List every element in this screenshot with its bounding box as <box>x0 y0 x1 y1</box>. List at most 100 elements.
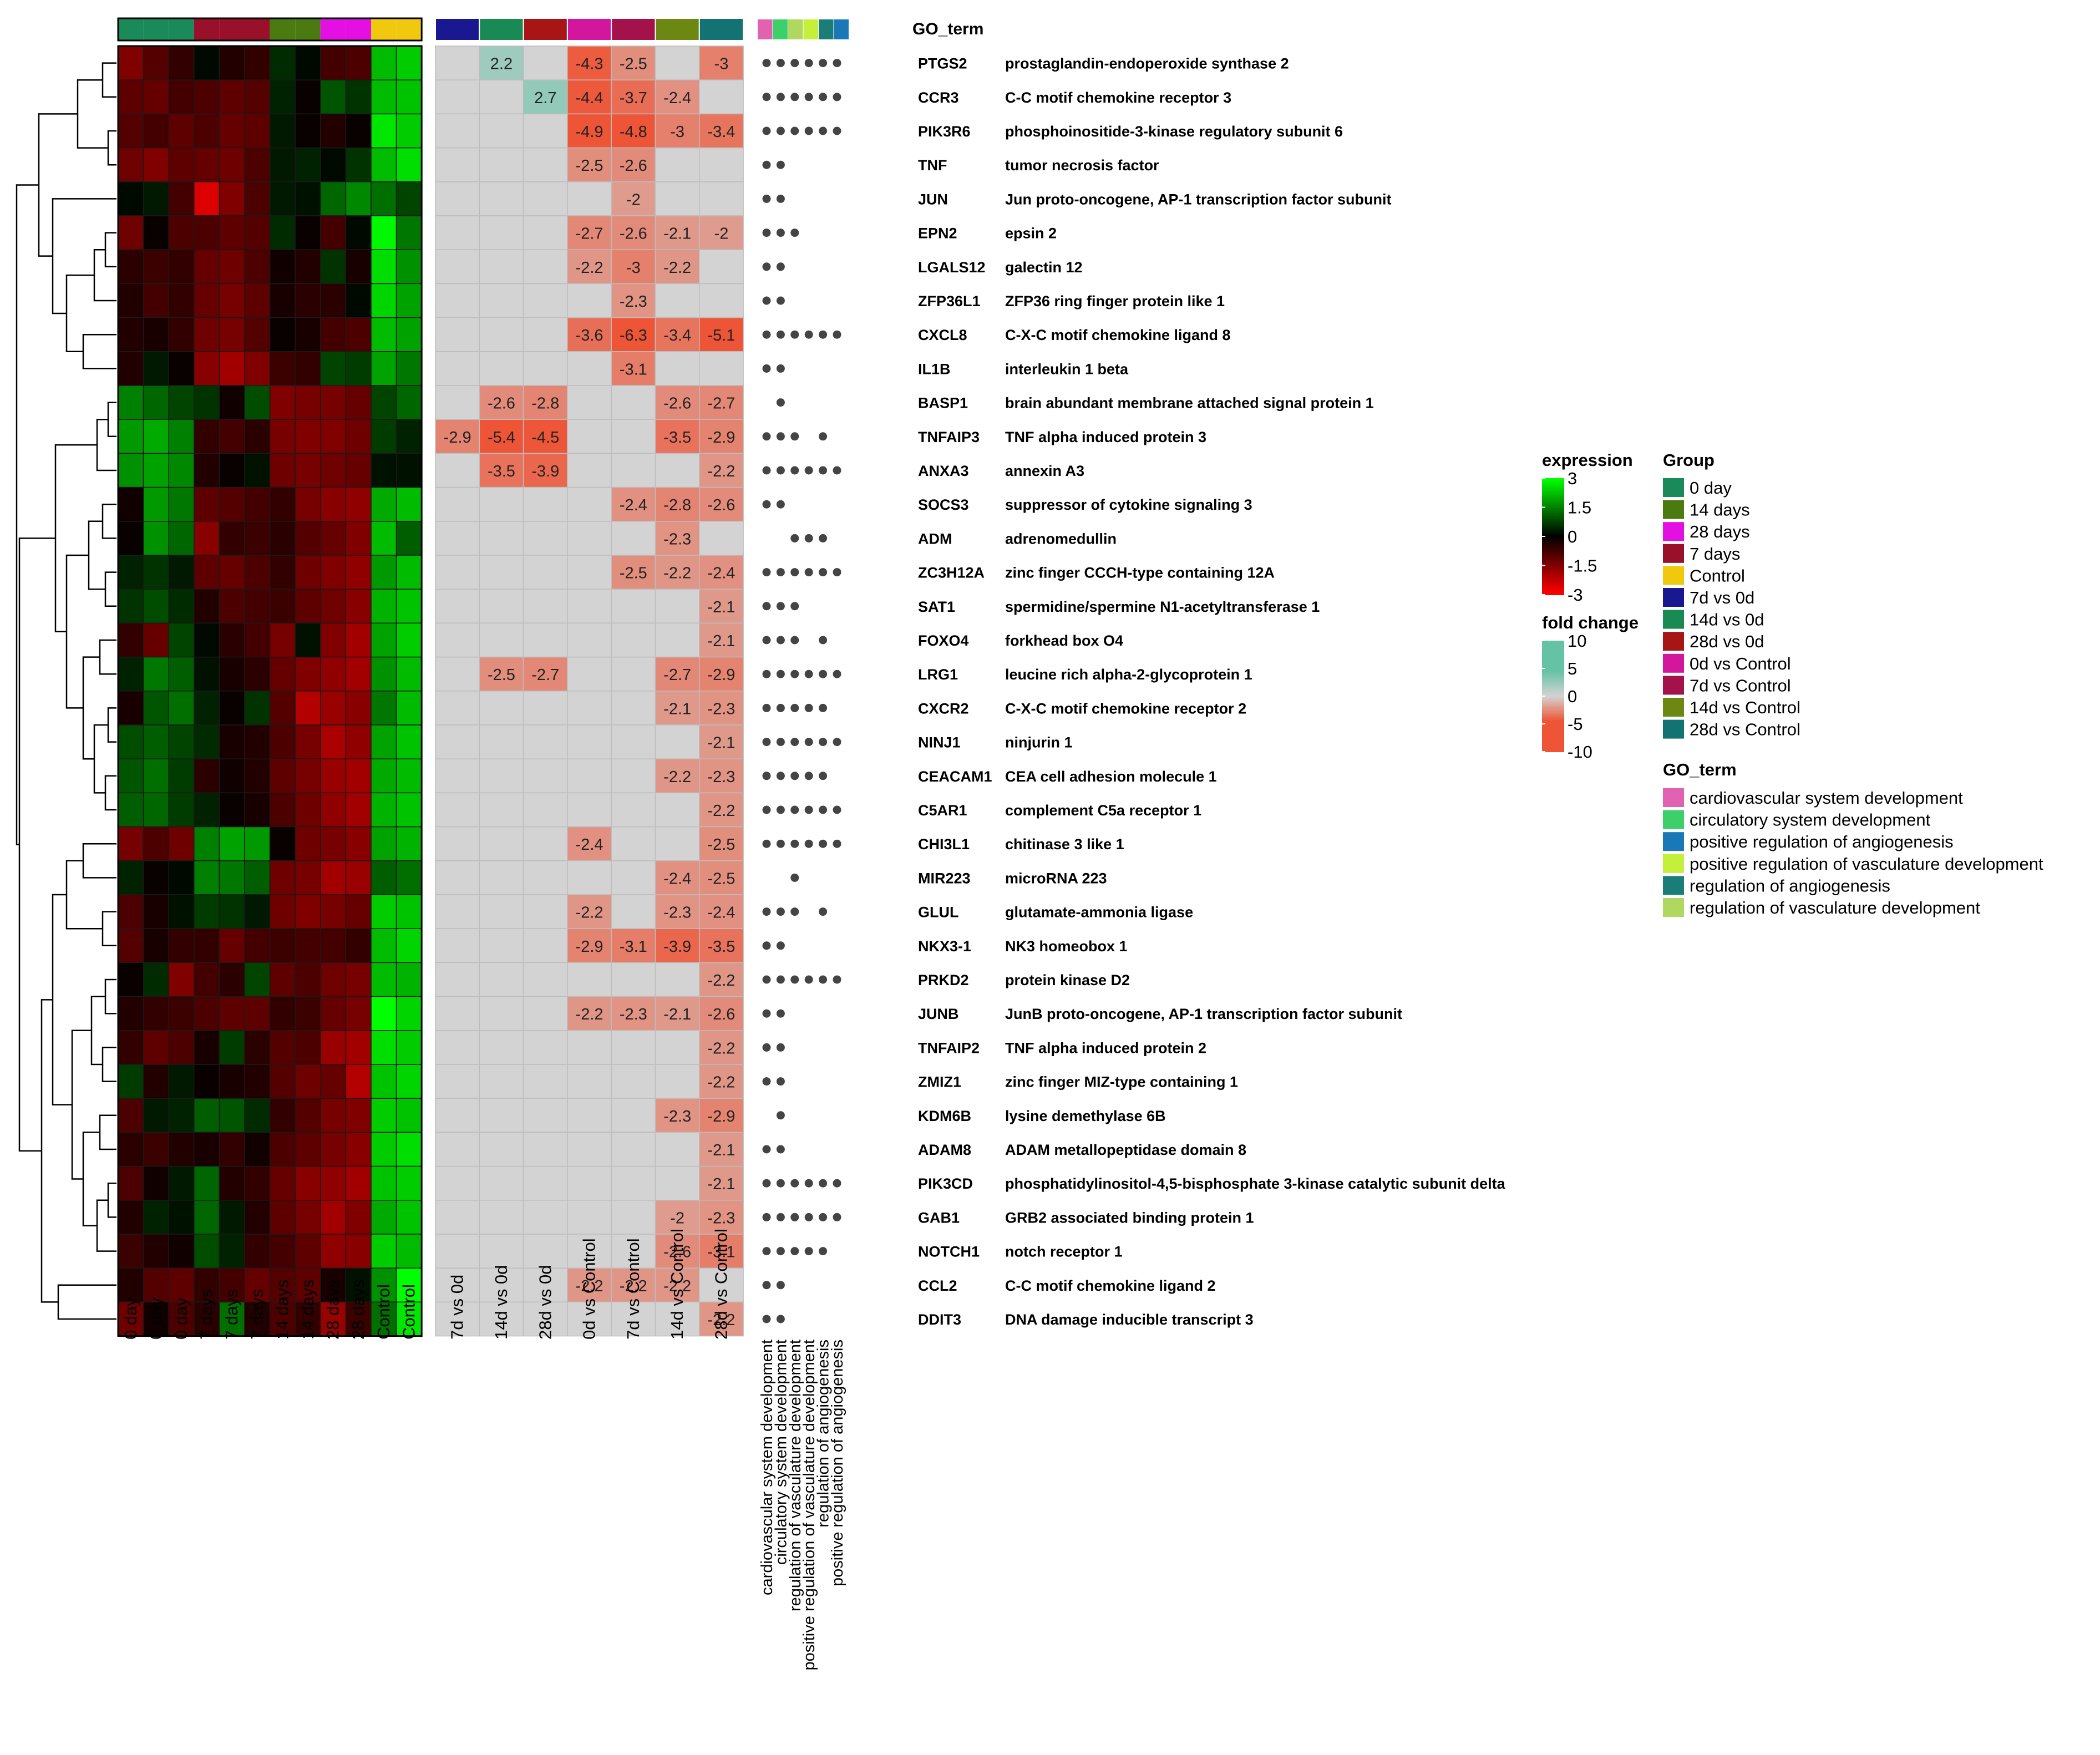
expression-legend-swatch <box>1542 498 1564 500</box>
expression-cell <box>194 656 220 692</box>
fold-change-cell <box>655 724 700 759</box>
gene-name: epsin 2 <box>1005 225 1057 242</box>
go-membership-dots <box>762 59 841 1323</box>
expression-cell <box>345 1030 372 1065</box>
expression-cell <box>295 656 321 692</box>
go-membership-dot <box>804 772 813 780</box>
go-membership-dot <box>776 738 785 747</box>
go-legend-swatch <box>1663 810 1684 829</box>
expression-cell <box>244 317 271 352</box>
go-membership-dot <box>776 330 785 339</box>
fold-change-legend-swatch <box>1542 641 1564 643</box>
gene-name: leucine rich alpha-2-glycoprotein 1 <box>1005 666 1252 683</box>
expression-legend-swatch <box>1542 503 1564 506</box>
expression-cell <box>395 1165 422 1201</box>
fold-change-cell <box>523 691 568 726</box>
go-membership-dot <box>804 738 813 747</box>
expression-cell <box>320 453 347 488</box>
comparison-label: 28d vs Control <box>711 1229 731 1340</box>
fold-change-legend-swatch <box>1542 714 1564 717</box>
expression-legend-swatch <box>1542 491 1564 494</box>
comparison-label: 7d vs 0d <box>448 1275 467 1340</box>
expression-cell <box>269 419 296 454</box>
fold-change-cell <box>479 521 524 556</box>
gene-symbol: FOXO4 <box>918 632 969 649</box>
gene-name: complement C5a receptor 1 <box>1005 802 1201 819</box>
expression-cell <box>143 521 169 556</box>
expression-cell <box>118 147 144 182</box>
fold-change-value: -2.6 <box>620 157 647 175</box>
expression-cell <box>219 113 245 149</box>
fold-change-cell <box>567 453 612 488</box>
expression-legend-swatch <box>1542 509 1564 512</box>
expression-cell <box>168 283 195 318</box>
go-membership-dot <box>776 1213 785 1221</box>
gene-symbol: LGALS12 <box>918 259 986 276</box>
fold-change-legend-swatch <box>1542 724 1564 727</box>
fold-change-cell <box>611 758 656 794</box>
go-membership-dot <box>790 636 799 645</box>
fold-change-cell <box>611 928 656 963</box>
expression-cell <box>269 622 296 658</box>
go-membership-dot <box>762 1009 771 1018</box>
fold-change-legend-swatch <box>1542 720 1564 723</box>
fold-change-legend-swatch <box>1542 691 1564 693</box>
fold-change-cell <box>699 555 744 590</box>
fold-change-legend-swatch <box>1542 709 1564 712</box>
expression-cell <box>194 45 220 80</box>
fold-change-cell <box>567 656 612 692</box>
go-membership-dot <box>804 1247 813 1256</box>
fold-change-cell <box>655 792 700 828</box>
expression-cell <box>320 521 347 556</box>
group-legend-swatch <box>1663 632 1684 651</box>
expression-cell <box>395 79 422 115</box>
fold-change-cell <box>435 521 480 556</box>
fold-change-legend-swatch <box>1542 740 1564 743</box>
fold-change-legend-swatch <box>1542 718 1564 721</box>
gene-symbol: MIR223 <box>918 870 971 886</box>
gene-symbol: TNFAIP2 <box>918 1039 980 1056</box>
go-membership-dot <box>804 669 813 678</box>
fold-change-value: -3.4 <box>707 123 735 141</box>
expression-cell <box>295 826 321 861</box>
sample-label: Control <box>374 1284 393 1340</box>
expression-cell <box>295 1030 321 1065</box>
expression-cell <box>345 622 372 658</box>
go-membership-dot <box>762 1247 771 1256</box>
comparison-header-cell <box>523 18 568 41</box>
expression-cell <box>143 249 169 285</box>
fold-change-cell <box>611 317 656 352</box>
gene-name: phosphoinositide-3-kinase regulatory sub… <box>1005 123 1343 140</box>
fold-change-legend-swatch <box>1542 644 1564 647</box>
expression-cell <box>244 860 271 895</box>
fold-change-value: -3.1 <box>620 938 647 956</box>
expression-cell <box>345 45 372 80</box>
expression-cell <box>168 147 195 182</box>
gene-name: suppressor of cytokine signaling 3 <box>1005 496 1252 513</box>
fold-change-cell <box>611 894 656 929</box>
expression-frame <box>117 45 423 1337</box>
fold-change-cell <box>479 1200 524 1235</box>
go-membership-dot <box>819 772 828 780</box>
expression-cell <box>219 1030 245 1065</box>
fold-change-legend-swatch <box>1542 683 1564 686</box>
expression-cell <box>295 1064 321 1099</box>
expression-cell <box>168 691 195 726</box>
go-membership-dot <box>804 568 813 577</box>
expression-cell <box>395 656 422 692</box>
go-membership-dot <box>776 1077 785 1086</box>
sample-group-cell <box>295 18 321 40</box>
fold-change-cell <box>655 147 700 182</box>
go-membership-dot <box>776 59 785 68</box>
fold-change-cell <box>699 1301 744 1337</box>
expression-cell <box>320 724 347 759</box>
dendrogram-branch <box>107 1182 116 1218</box>
expression-cell <box>168 1301 195 1337</box>
fold-change-cell <box>699 622 744 658</box>
fold-change-legend-swatch <box>1542 703 1564 706</box>
expression-cell <box>244 826 271 861</box>
go-membership-dot <box>790 1247 799 1256</box>
fold-change-legend-tick-label: -10 <box>1568 742 1592 762</box>
group-legend-label: 0 day <box>1690 478 1732 498</box>
expression-cell <box>395 758 422 794</box>
